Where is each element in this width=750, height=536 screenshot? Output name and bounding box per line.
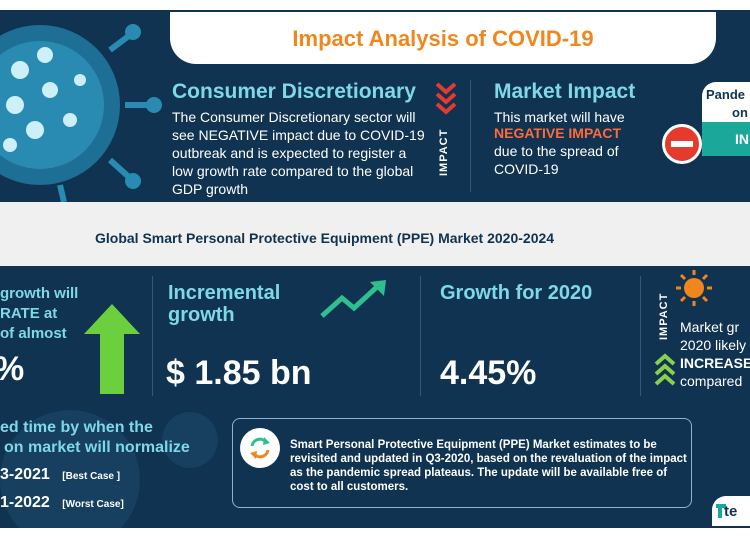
pandemic-box (702, 82, 750, 128)
divider (152, 276, 153, 396)
logo-text: te (724, 503, 738, 520)
refresh-icon (250, 437, 270, 459)
pandemic-line2: on (732, 105, 748, 120)
growth-2020-value: 4.45% (440, 354, 537, 392)
divider (420, 276, 421, 396)
worst-case-row: 1-2022 [Worst Case] (0, 494, 124, 512)
sun-icon (676, 270, 712, 306)
refresh-badge (240, 428, 280, 468)
impact-label-vertical: IMPACT (658, 292, 670, 340)
incremental-line2: growth (168, 304, 235, 326)
worst-case-year: 1-2022 (0, 494, 50, 511)
right-line2: 2020 likely (680, 337, 747, 353)
consumer-heading: Consumer Discretionary (172, 80, 416, 103)
worst-case-label: [Worst Case] (62, 499, 124, 510)
growth-line3: of almost (0, 325, 67, 342)
virus-icon (0, 24, 162, 202)
growth-2020-heading: Growth for 2020 (440, 282, 593, 304)
growth-line1: growth will (0, 285, 79, 302)
impact-label-vertical: IMPACT (438, 128, 450, 176)
update-note: Smart Personal Protective Equipment (PPE… (290, 439, 687, 493)
arrow-up-icon (84, 304, 140, 394)
growth-rate-text: growth will RATE at of almost (0, 284, 78, 344)
best-case-label: [Best Case ] (62, 471, 121, 482)
no-entry-bar (671, 141, 693, 147)
market-impact-line1: This market will have (494, 109, 625, 125)
negative-impact-label: NEGATIVE IMPACT (494, 125, 622, 141)
trend-up-icon (320, 280, 386, 318)
incremental-heading: Incremental growth (168, 282, 280, 326)
pandemic-box-text: Pande on (706, 86, 750, 122)
right-line1: Market gr (680, 319, 740, 335)
update-note-box (232, 418, 692, 508)
chevron-up-icon (654, 353, 676, 386)
title-bar (170, 12, 716, 64)
page-title: Impact Analysis of COVID-19 (292, 26, 594, 51)
best-case-row: 3-2021 [Best Case ] (0, 466, 120, 484)
chevron-down-icon (435, 82, 457, 115)
subtitle: Global Smart Personal Protective Equipme… (95, 230, 555, 246)
best-case-year: 3-2021 (0, 466, 50, 483)
impact-tag-text: IN (735, 131, 749, 147)
growth-line2: RATE at (0, 305, 58, 322)
growth-rate-value: % (0, 350, 24, 389)
incremental-line1: Incremental (168, 282, 281, 304)
right-line3: INCREASE (680, 355, 750, 371)
normalize-line2: on market will normalize (4, 439, 190, 456)
virus-bg-icon (0, 410, 218, 528)
normalize-heading: ed time by when the on market will norma… (0, 418, 190, 458)
pandemic-line1: Pande (706, 87, 746, 102)
consumer-body: The Consumer Discretionary sector will s… (172, 109, 425, 197)
right-col-text: Market gr 2020 likely INCREASE compared (680, 318, 750, 390)
normalize-line1: ed time by when the (0, 419, 153, 436)
divider (640, 276, 641, 396)
right-line4: compared (680, 373, 743, 389)
logo-icon (716, 504, 726, 518)
incremental-value: $ 1.85 bn (166, 354, 312, 392)
market-impact-line2: due to the spread of COVID-19 (494, 143, 619, 177)
divider (470, 80, 471, 192)
impact-tag (702, 122, 750, 156)
market-impact-heading: Market Impact (494, 80, 636, 103)
subtitle-band (0, 202, 750, 266)
